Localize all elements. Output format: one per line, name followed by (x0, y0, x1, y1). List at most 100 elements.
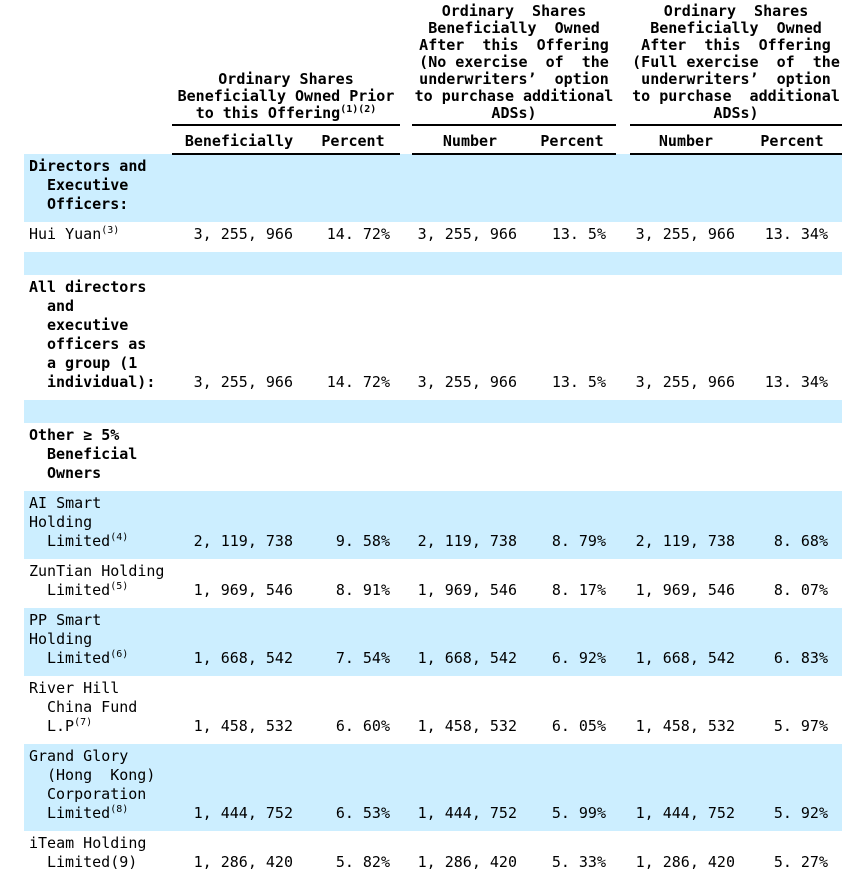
value-cell (528, 423, 616, 491)
text-line: officers as (47, 335, 147, 353)
text-line: (Hong Kong) (47, 766, 156, 784)
spacer-cell (24, 252, 842, 275)
column-gap (400, 608, 412, 676)
table-body: Directors and Executive Officers: Hui Yuan(… (24, 154, 842, 880)
value-cell (742, 423, 842, 491)
text-line: individual): (47, 373, 156, 391)
value-cell: 8. 17% (551, 581, 606, 599)
value-cell (172, 154, 306, 222)
value-cell: 8. 68% (773, 532, 828, 550)
value-cell: 6. 92% (551, 649, 606, 667)
group-header-after-offering-full-exercise: Ordinary Shares Beneficially Owned After t… (630, 2, 842, 126)
value-cell: 1, 969, 546 (417, 581, 517, 599)
value-cell: 7. 54% (335, 649, 390, 667)
column-gap (616, 275, 630, 400)
text-line: Ordinary Shares (218, 70, 354, 88)
subheader-percent-full-exercise: Percent (742, 125, 842, 155)
column-gap (616, 559, 630, 608)
value-cell: 1, 969, 546 (635, 581, 735, 599)
value-cell: 6. 53% (335, 804, 390, 822)
column-gap (400, 154, 412, 222)
value-cell: 1, 286, 420 (417, 853, 517, 871)
column-gap (616, 125, 630, 154)
text-line: PP Smart (29, 611, 102, 629)
text-line: AI Smart (29, 494, 102, 512)
table-row: Hui Yuan(3) 3, 255, 966 14. 72% 3, 255, 966… (24, 222, 842, 252)
value-cell (630, 423, 742, 491)
text-line: and (47, 297, 75, 315)
text-line: ADSs) (713, 104, 759, 122)
text-line: to purchase additional (632, 87, 840, 105)
value-cell: 3, 255, 966 (193, 225, 293, 243)
value-cell: 1, 668, 542 (417, 649, 517, 667)
value-cell: 8. 79% (551, 532, 606, 550)
text-line: Beneficial (47, 445, 138, 463)
column-gap (616, 222, 630, 252)
column-gap (616, 2, 630, 125)
value-cell: 14. 72% (326, 225, 390, 243)
value-cell (742, 154, 842, 222)
entity-name: AI Smart Holding Limited(4) (24, 491, 172, 559)
text-line: All directors (29, 278, 147, 296)
value-cell: 1, 444, 752 (635, 804, 735, 822)
value-cell (412, 423, 528, 491)
text-line: Ordinary Shares (663, 2, 809, 20)
table-row: AI Smart Holding Limited(4) 2, 119, 738 9. 5… (24, 491, 842, 559)
footnote-ref: (5) (110, 581, 129, 592)
value-cell: 3, 255, 966 (635, 373, 735, 391)
column-gap (400, 676, 412, 744)
text-line: Beneficially Owned (650, 19, 822, 37)
spacer-row (24, 252, 842, 275)
text-line: After this Offering (419, 36, 609, 54)
footnote-ref: (1)(2) (340, 104, 377, 115)
subheader-beneficially: Beneficially (172, 125, 306, 155)
value-cell: 1, 458, 532 (417, 717, 517, 735)
table-header: Ordinary Shares Beneficially Owned Prior t… (24, 2, 842, 155)
value-cell: 2, 119, 738 (193, 532, 293, 550)
text-line: Holding (29, 630, 93, 648)
column-gap (616, 154, 630, 222)
value-cell: 9. 58% (335, 532, 390, 550)
text-line: Ordinary Shares (441, 2, 587, 20)
text-line: Limited(8) (47, 804, 129, 822)
text-line: ADSs) (491, 104, 537, 122)
value-cell: 1, 286, 420 (635, 853, 735, 871)
value-cell: 13. 34% (764, 373, 828, 391)
table-row: iTeam Holding Limited(9) 1, 286, 420 5. 82%… (24, 831, 842, 880)
text-line: iTeam Holding (29, 834, 147, 852)
value-cell (412, 154, 528, 222)
text-line: executive (47, 316, 129, 334)
text-line: to purchase additional (414, 87, 614, 105)
text-line: L.P(7) (47, 717, 93, 735)
footnote-ref: (6) (110, 649, 129, 660)
text-line: Directors and (29, 157, 147, 175)
table-row: Grand Glory (Hong Kong) Corporation Limited… (24, 744, 842, 831)
text-line: Limited(6) (47, 649, 129, 667)
entity-name: All directors and executive officers as a gr… (24, 275, 172, 400)
text-line: a group (1 (47, 354, 138, 372)
value-cell: 5. 27% (773, 853, 828, 871)
column-gap (400, 125, 412, 154)
group-header-prior-to-offering: Ordinary Shares Beneficially Owned Prior t… (172, 2, 400, 126)
entity-name: Directors and Executive Officers: (24, 154, 172, 222)
text-line: Grand Glory (29, 747, 129, 765)
value-cell: 6. 60% (335, 717, 390, 735)
text-line: China Fund (47, 698, 138, 716)
footnote-ref: (3) (101, 225, 120, 236)
value-cell: 2, 119, 738 (417, 532, 517, 550)
table-row: ZunTian Holding Limited(5) 1, 969, 546 8. 9… (24, 559, 842, 608)
footnote-ref: (8) (110, 804, 129, 815)
column-gap (616, 423, 630, 491)
text-line: River Hill (29, 679, 120, 697)
subheader-percent-prior: Percent (306, 125, 400, 155)
group-header-row: Ordinary Shares Beneficially Owned Prior t… (24, 2, 842, 126)
value-cell: 5. 99% (551, 804, 606, 822)
column-gap (400, 423, 412, 491)
beneficial-ownership-table: Ordinary Shares Beneficially Owned Prior t… (24, 2, 842, 880)
corner-cell (24, 2, 172, 125)
text-line: Executive (47, 176, 129, 194)
value-cell: 2, 119, 738 (635, 532, 735, 550)
entity-name: iTeam Holding Limited(9) (24, 831, 172, 880)
column-gap (400, 831, 412, 880)
group-header-text: Ordinary Shares Beneficially Owned After t… (413, 3, 615, 122)
